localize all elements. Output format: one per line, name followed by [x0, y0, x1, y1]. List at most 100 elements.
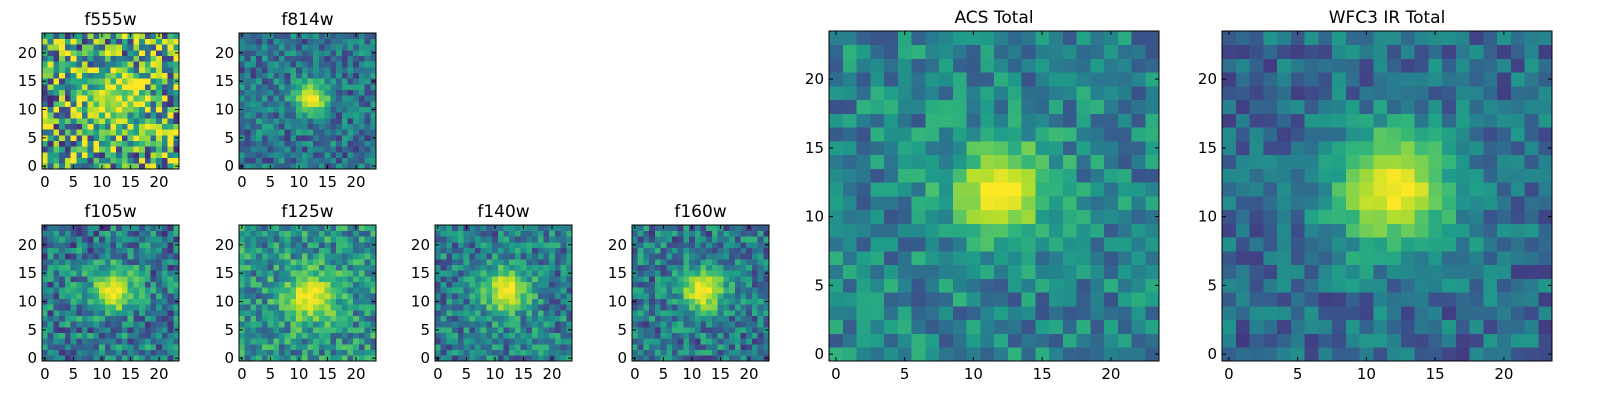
heatmap-cell [47, 72, 54, 79]
heatmap-cell [671, 264, 679, 271]
heatmap-cell [1497, 168, 1512, 183]
heatmap-cell [1538, 168, 1553, 183]
heatmap-cell [313, 293, 320, 300]
heatmap-cell [256, 236, 263, 243]
heatmap-cell [87, 321, 94, 328]
heatmap-cell [167, 33, 174, 40]
heatmap-cell [301, 259, 308, 266]
heatmap-cell [76, 247, 83, 254]
heatmap-cell [161, 270, 168, 277]
heatmap-cell [660, 315, 667, 322]
heatmap-cell [93, 298, 100, 305]
heatmap-cell [347, 44, 354, 51]
heatmap-cell [93, 95, 100, 102]
heatmap-cell [1332, 86, 1347, 101]
heatmap-cell [746, 338, 753, 345]
heatmap-cell [116, 276, 123, 283]
heatmap-cell [64, 270, 71, 277]
heatmap-cell [358, 321, 365, 328]
y-tick-label: 20 [411, 236, 430, 254]
heatmap-cell [250, 276, 257, 283]
heatmap-cell [341, 95, 348, 102]
heatmap-cell [757, 315, 764, 322]
heatmap-cell [161, 332, 168, 339]
heatmap-cell [1400, 86, 1415, 101]
heatmap-cell [59, 44, 66, 51]
heatmap-cell [81, 327, 89, 334]
heatmap-cell [167, 321, 174, 328]
heatmap-cell [1076, 168, 1091, 183]
heatmap-cell [1373, 223, 1388, 238]
heatmap-cell [740, 338, 747, 345]
heatmap-cell [239, 349, 246, 356]
heatmap-cell [1021, 237, 1036, 252]
heatmap-cell [457, 332, 464, 339]
heatmap-cell [939, 168, 954, 183]
heatmap-cell [104, 344, 111, 351]
heatmap-cell [284, 129, 291, 136]
heatmap-cell [1076, 306, 1091, 321]
heatmap-cell [284, 247, 291, 254]
heatmap-cell [353, 304, 360, 311]
heatmap-cell [336, 310, 343, 317]
heatmap-cell [757, 327, 764, 334]
heatmap-cell [110, 140, 117, 147]
heatmap-cell [59, 344, 66, 351]
heatmap-cell [1021, 333, 1036, 348]
heatmap-cell [560, 253, 567, 260]
heatmap-cell [689, 287, 696, 294]
heatmap-cell [1290, 86, 1305, 101]
heatmap-cell [267, 101, 274, 108]
heatmap-cell [842, 306, 857, 321]
heatmap-cell [1455, 72, 1470, 87]
heatmap-cell [746, 310, 753, 317]
heatmap-cell [93, 157, 100, 164]
heatmap-cell [1249, 333, 1264, 348]
heatmap-cell [1345, 347, 1360, 362]
heatmap-cell [1524, 44, 1539, 59]
heatmap-cell [318, 163, 326, 170]
heatmap-cell [250, 123, 257, 130]
heatmap-cell [370, 264, 377, 271]
heatmap-cell [313, 123, 320, 130]
heatmap-cell [53, 78, 60, 85]
heatmap-cell [250, 304, 257, 311]
heatmap-cell [842, 237, 857, 252]
heatmap-cell [637, 298, 644, 305]
heatmap-cell [1021, 209, 1036, 224]
heatmap-cell [1538, 31, 1553, 46]
heatmap-cell [70, 298, 77, 305]
heatmap-cell [370, 281, 377, 288]
heatmap-cell [273, 67, 280, 74]
heatmap-cell [700, 355, 707, 362]
heatmap-cell [1428, 58, 1443, 73]
heatmap-cell [474, 315, 482, 322]
heatmap-cell [336, 276, 343, 283]
heatmap-cell [1483, 347, 1498, 362]
heatmap-cell [167, 163, 174, 170]
heatmap-cell [110, 338, 117, 345]
heatmap-cell [925, 264, 940, 279]
heatmap-cell [1414, 278, 1429, 293]
heatmap-cell [290, 310, 297, 317]
heatmap-cell [133, 355, 140, 362]
heatmap-cell [1049, 72, 1064, 87]
heatmap-cell [829, 196, 844, 211]
heatmap-cell [42, 276, 49, 283]
heatmap-cell [330, 225, 337, 232]
y-tick-label: 15 [608, 264, 627, 282]
heatmap-cell [549, 344, 556, 351]
heatmap-cell [313, 33, 320, 40]
heatmap-cell [144, 89, 151, 96]
heatmap-cell [1049, 31, 1064, 46]
heatmap-cell [729, 298, 736, 305]
heatmap-cell [347, 78, 354, 85]
heatmap-cell [1442, 154, 1457, 169]
heatmap-cell [1035, 209, 1050, 224]
heatmap-cell [301, 236, 308, 243]
heatmap-cell [110, 225, 117, 232]
heatmap-cell [284, 135, 291, 142]
heatmap-cell [104, 78, 111, 85]
heatmap-cell [296, 270, 303, 277]
heatmap-cell [1359, 278, 1374, 293]
